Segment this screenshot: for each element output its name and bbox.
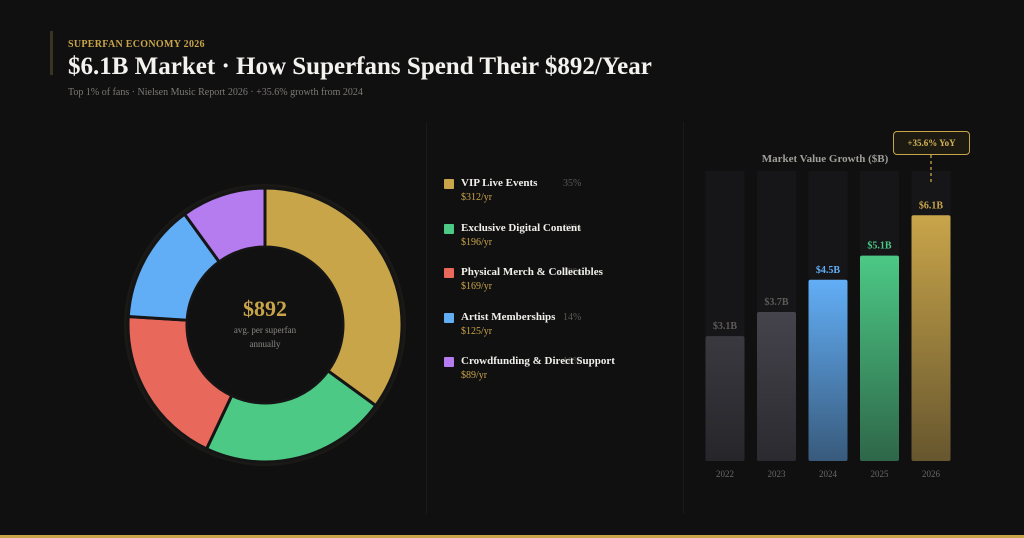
- donut-hole: [188, 248, 342, 402]
- legend-label: Physical Merch & Collectibles: [461, 266, 603, 278]
- donut-slice-1: [204, 368, 378, 464]
- bottom-accent-bar: [0, 535, 1024, 538]
- legend-percent: 19%: [563, 267, 582, 278]
- bar-2024: [808, 279, 848, 461]
- legend-swatch: [444, 223, 454, 234]
- bar-value-label: $4.5B: [816, 265, 841, 276]
- bar-category-label: 2022: [716, 469, 734, 479]
- bar-category-label: 2023: [768, 469, 787, 479]
- header-accent-line: [50, 31, 53, 75]
- legend-label: Artist Memberships: [461, 310, 556, 323]
- spending-donut-chart: [124, 184, 406, 466]
- panel-divider-left: [426, 122, 427, 514]
- legend-percent: 35%: [563, 178, 582, 189]
- legend-label: Crowdfunding & Direct Support: [461, 355, 615, 367]
- legend-item: 19% Physical Merch & Collectibles $169/yr: [444, 266, 674, 311]
- bar-2026: [911, 215, 951, 461]
- panel-divider-right: [683, 122, 684, 514]
- legend-item: 14% Artist Memberships $125/yr: [444, 311, 674, 356]
- legend-item: 10% Crowdfunding & Direct Support $89/yr: [444, 355, 674, 400]
- yoy-growth-badge: +35.6% YoY: [893, 131, 970, 155]
- legend-percent: 10%: [563, 356, 582, 367]
- bar-2022: [705, 336, 745, 461]
- legend-amount: $169/yr: [461, 281, 493, 292]
- legend-swatch: [444, 268, 454, 278]
- spending-legend: 35% VIP Live Events $312/yr 22% Exclusive Di…: [444, 177, 674, 400]
- donut-center-caption-line1: avg. per superfan: [233, 325, 297, 335]
- bar-chart-title: Market Value Growth ($B): [762, 153, 889, 165]
- legend-amount: $312/yr: [461, 192, 493, 203]
- bar-category-label: 2026: [922, 469, 941, 479]
- donut-center-value: $892: [243, 296, 287, 321]
- legend-item: 22% Exclusive Digital Content $196/yr: [444, 222, 674, 267]
- page-subtitle: Top 1% of fans · Nielsen Music Report 20…: [68, 87, 363, 98]
- bar-value-label: $5.1B: [867, 241, 892, 252]
- donut-slice-0: [263, 186, 404, 408]
- bar-2023: [757, 311, 796, 461]
- donut-center-caption-line2: annually: [249, 339, 281, 349]
- market-growth-bar-chart: Market Value Growth ($B) $3.1B 2022 $3.7B 20…: [705, 153, 951, 479]
- bar-category-label: 2024: [819, 469, 838, 479]
- bar-value-label: $3.7B: [764, 297, 789, 308]
- bar-2025: [860, 255, 899, 461]
- legend-label: Exclusive Digital Content: [461, 221, 581, 234]
- legend-amount: $196/yr: [461, 236, 493, 248]
- legend-percent: 14%: [563, 311, 582, 323]
- legend-label: VIP Live Events: [461, 177, 538, 189]
- bar-value-label: $6.1B: [919, 200, 944, 211]
- bar-category-label: 2025: [871, 469, 890, 479]
- legend-item: 35% VIP Live Events $312/yr: [444, 177, 674, 222]
- page-title: $6.1B Market · How Superfans Spend Their…: [68, 53, 652, 80]
- legend-amount: $89/yr: [461, 370, 488, 381]
- legend-swatch: [444, 312, 454, 323]
- legend-percent: 22%: [563, 222, 582, 234]
- bar-value-label: $3.1B: [713, 321, 738, 332]
- header-kicker: SUPERFAN ECONOMY 2026: [68, 39, 205, 50]
- legend-swatch: [444, 179, 454, 189]
- legend-amount: $125/yr: [461, 325, 493, 337]
- donut-slice-4: [182, 186, 267, 264]
- legend-swatch: [444, 357, 454, 367]
